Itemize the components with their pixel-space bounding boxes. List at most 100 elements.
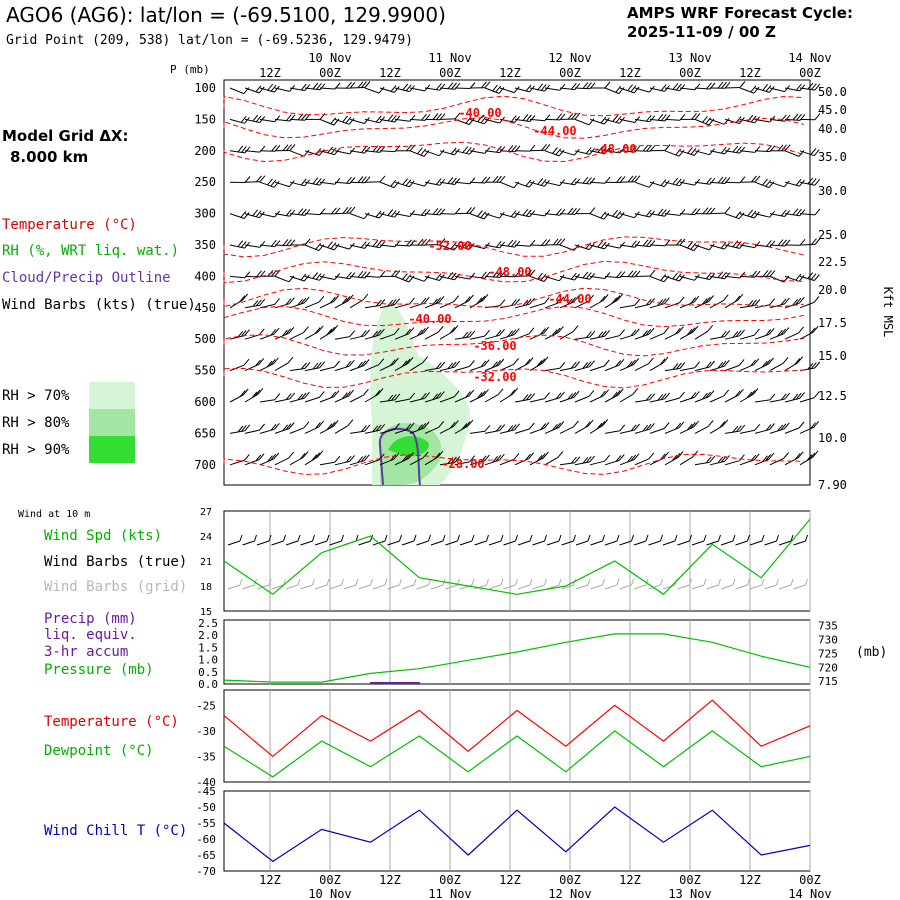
wind-barb [679, 367, 695, 372]
wind-barb [469, 150, 485, 154]
wind-barb-flag [349, 206, 356, 214]
wind-barb-flag [529, 239, 536, 247]
wind-barb-flag [664, 297, 670, 305]
wind-barb [514, 181, 530, 188]
bottom-date-label: 13 Nov [668, 887, 711, 900]
wind-barb-flag [660, 393, 667, 400]
top-date-label: 10 Nov [308, 51, 351, 65]
wind-barb [724, 118, 740, 124]
wind-true-barb [575, 540, 589, 546]
wind-grid-barb [720, 584, 734, 590]
wind-barb-flag [724, 177, 731, 184]
wind-barb-flag [586, 177, 592, 184]
wind-barb-flag [604, 147, 611, 155]
wind-barb-flag [619, 424, 626, 432]
wind-barb-flag [795, 178, 802, 186]
wind-barb [574, 395, 590, 403]
wind-barb-flag [243, 454, 250, 461]
wind-barb [619, 304, 635, 309]
wind-barb-flag [768, 86, 775, 93]
wind-barb [319, 301, 334, 309]
wind-barb [604, 430, 620, 434]
top-hour-label: 00Z [559, 66, 581, 80]
wind-barb [394, 303, 410, 309]
wind-grid-barb-flag [428, 578, 431, 586]
wind-barb [244, 87, 260, 94]
wind-grid-barb [459, 584, 473, 590]
wind-barb-flag [492, 84, 498, 92]
wind-barb-flag [379, 175, 386, 183]
top-date-label: 11 Nov [428, 51, 471, 65]
wind-barb-flag [619, 116, 625, 124]
wind-barb [694, 87, 711, 90]
wind-barb-flag [360, 330, 367, 337]
wind-true-barb [619, 540, 632, 546]
wind-barb-flag [588, 294, 594, 302]
wind-barb-flag [672, 272, 678, 280]
wind-barb-flag [387, 209, 394, 216]
wind-barb-flag [630, 359, 636, 367]
wind-barb-flag [543, 275, 550, 282]
wind-barb-flag [526, 269, 532, 277]
wind-barb [304, 181, 320, 186]
wind-barb-flag [527, 357, 534, 364]
temperature-contour-label: -32.00 [473, 370, 516, 384]
wind-barb-flag [630, 424, 637, 432]
temp-tick-label: -35 [196, 750, 216, 763]
wind-barb [304, 426, 319, 434]
wind-barb-flag [282, 239, 289, 246]
wind-barb-flag [514, 145, 521, 153]
wind-barb [349, 394, 364, 403]
wind-barb-flag [573, 390, 580, 398]
wind-barb-flag [364, 424, 371, 432]
wind-grid-barb-flag [471, 578, 475, 586]
wind-grid-barb [793, 584, 806, 590]
wind-barb-flag [724, 330, 731, 337]
wind-barb [544, 367, 560, 372]
wind-barb-flag [597, 331, 604, 339]
wind-barb-flag [627, 175, 634, 183]
wind-barb [349, 181, 366, 184]
wind-barb-flag [542, 356, 549, 364]
wind-barb-flag [585, 456, 592, 463]
wind-tick-label: 18 [200, 582, 212, 593]
wind-barb-flag [363, 388, 369, 396]
wind-barb-flag [289, 85, 295, 92]
wind-barb-flag [660, 179, 667, 186]
wind-barb-flag [559, 391, 565, 399]
wind-grid-barb-flag [674, 578, 678, 586]
wind-barb-flag [274, 298, 280, 305]
wind-barb [799, 87, 815, 91]
wind-barb-flag [633, 86, 640, 94]
wind-barb-flag [454, 112, 461, 120]
wind-barb-flag [586, 331, 592, 338]
wind-barb-flag [390, 299, 397, 306]
wind-barb-flag [424, 209, 431, 217]
wind-barb-flag [319, 178, 326, 186]
wind-barb-flag [424, 179, 430, 187]
wind-barb-flag [537, 83, 544, 91]
wind-barb-flag [273, 180, 280, 188]
wind-grid-barb-flag [689, 578, 692, 586]
wind-barb-flag [514, 270, 521, 278]
temperature-contour-label: -36.00 [473, 339, 516, 353]
wind-grid-barb-flag [312, 578, 315, 586]
wind-barb-flag [420, 148, 427, 156]
wind-barb-flag [289, 209, 296, 217]
wind-barb-flag [707, 420, 714, 427]
wind-grid-barb [343, 584, 357, 590]
wind-barb [769, 244, 786, 247]
wind-barb [409, 87, 425, 92]
wind-barb-flag [360, 241, 367, 248]
wind-barb [709, 460, 725, 466]
temperature-series-label: Temperature (°C) [44, 714, 179, 730]
wind-true-barb [532, 540, 545, 546]
wind-barb-flag [589, 82, 596, 90]
wind-barb-flag [602, 419, 609, 426]
wind-barb-flag [692, 450, 699, 458]
wind-barb-flag [604, 176, 611, 184]
wind-barb [319, 330, 333, 340]
wind-barb-flag [467, 419, 474, 427]
wind-grid-barb-flag [660, 578, 663, 586]
wind-barb-flag [372, 425, 379, 433]
